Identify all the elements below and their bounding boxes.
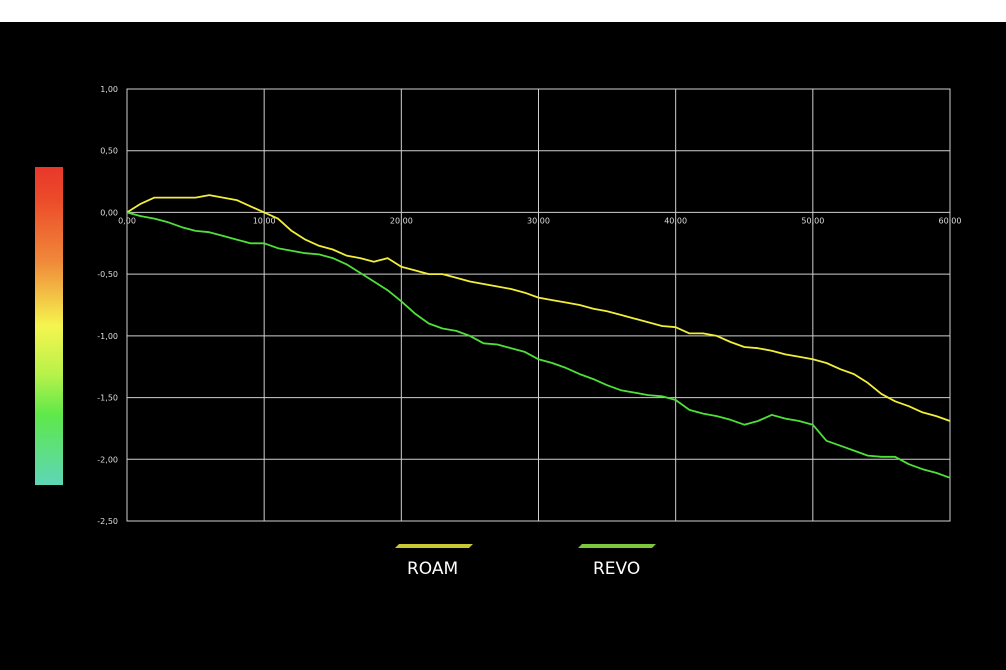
y-tick-label: 0,50 (100, 147, 118, 156)
x-tick-label: 10,00 (253, 216, 276, 225)
x-tick-label: 20,00 (390, 216, 413, 225)
y-tick-label: -2,50 (97, 517, 118, 526)
line-chart: 0,00 10,00 20,00 30,00 40,00 50,00 60,00 1,00 0,… (97, 85, 962, 526)
y-tick-label: -2,00 (97, 455, 118, 464)
series-line-roam (126, 194, 951, 422)
x-tick-label: 50,00 (801, 216, 824, 225)
y-tick-label: -0,50 (97, 270, 118, 279)
legend-swatch-revo (578, 544, 656, 548)
y-tick-label: 1,00 (100, 85, 118, 94)
series-line-revo (126, 211, 951, 479)
x-tick-label: 40,00 (664, 216, 687, 225)
legend-swatch-roam (395, 544, 473, 548)
y-tick-label: -1,50 (97, 394, 118, 403)
x-tick-label: 30,00 (527, 216, 550, 225)
color-scale-bar (35, 167, 63, 485)
x-tick-label: 60,00 (939, 216, 962, 225)
legend-label-revo: REVO (593, 559, 641, 579)
chart-area: 0,00 10,00 20,00 30,00 40,00 50,00 60,00 1,00 0,… (0, 22, 1006, 670)
y-tick-label: 0,00 (100, 208, 118, 217)
legend-label-roam: ROAM (407, 559, 459, 579)
y-tick-label: -1,00 (97, 332, 118, 341)
x-tick-label: 0,00 (118, 216, 136, 225)
